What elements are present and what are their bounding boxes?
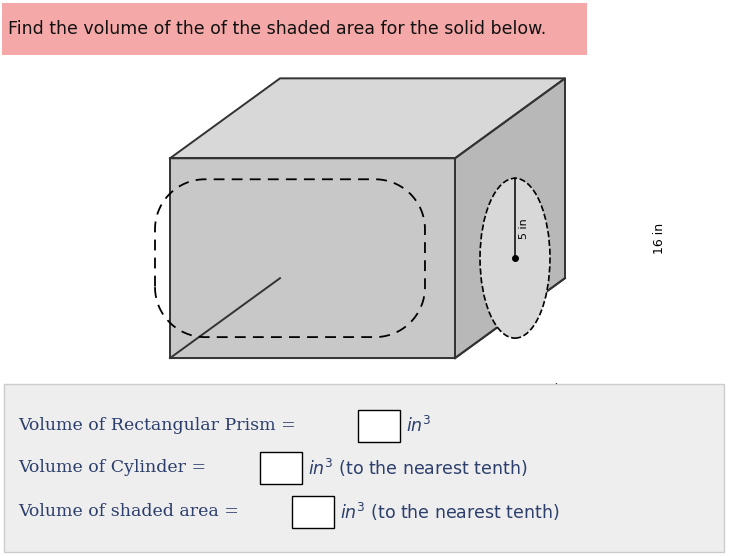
Text: 16 in: 16 in	[653, 222, 666, 254]
Bar	[292, 496, 334, 528]
Text: $\mathit{in}^3$ (to the nearest tenth): $\mathit{in}^3$ (to the nearest tenth)	[340, 501, 559, 523]
Text: Volume of Cylinder =: Volume of Cylinder =	[18, 459, 206, 476]
Polygon shape	[170, 158, 455, 358]
Text: 16 in: 16 in	[535, 383, 566, 396]
Polygon shape	[170, 78, 565, 158]
Text: 5 in: 5 in	[519, 218, 529, 239]
Text: Volume of shaded area =: Volume of shaded area =	[18, 504, 239, 520]
Text: $\mathit{in}^3$ (to the nearest tenth): $\mathit{in}^3$ (to the nearest tenth)	[308, 457, 527, 479]
Text: 20 in: 20 in	[214, 408, 246, 421]
Text: Volume of Rectangular Prism =: Volume of Rectangular Prism =	[18, 418, 296, 434]
Text: Find the volume of the of the shaded area for the solid below.: Find the volume of the of the shaded are…	[8, 20, 546, 38]
Bar	[260, 452, 302, 484]
Text: $\mathit{in}^3$: $\mathit{in}^3$	[406, 416, 432, 436]
Bar	[358, 410, 400, 442]
Polygon shape	[455, 78, 565, 358]
Text: 20 in: 20 in	[305, 388, 335, 401]
Bar	[2, 3, 587, 56]
Ellipse shape	[480, 178, 550, 338]
